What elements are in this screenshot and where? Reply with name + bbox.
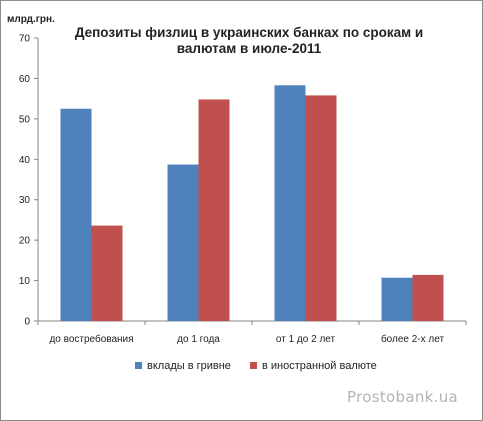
- y-tick-label-3: 30: [19, 195, 31, 206]
- bar-series-1-category-1: [198, 99, 230, 321]
- x-tick-label-2: от 1 до 2 лет: [276, 334, 336, 345]
- bar-series-0-category-3: [381, 277, 413, 321]
- legend-swatch-0: [135, 362, 142, 369]
- y-axis-label: млрд.грн.: [7, 14, 55, 25]
- x-tick-label-0: до востребования: [49, 333, 133, 345]
- y-tick-label-7: 70: [19, 34, 31, 45]
- bar-series-1-category-0: [91, 225, 123, 321]
- bar-series-0-category-1: [167, 164, 199, 321]
- watermark: Prostobank.ua: [347, 388, 458, 406]
- y-tick-label-5: 50: [19, 114, 31, 125]
- y-tick-label-0: 0: [24, 317, 30, 328]
- y-tick-label-2: 20: [19, 236, 31, 247]
- y-tick-label-6: 60: [19, 74, 31, 85]
- bar-series-1-category-2: [305, 95, 337, 321]
- bar-series-1-category-3: [412, 274, 444, 321]
- bar-series-0-category-0: [60, 108, 92, 321]
- legend-label-1: в иностранной валюте: [262, 360, 377, 372]
- legend-label-0: вклады в гривне: [147, 360, 231, 372]
- bar-series-0-category-2: [274, 85, 306, 322]
- chart-title-line-1: Депозиты физлиц в украинских банках по с…: [75, 25, 423, 40]
- x-tick-label-1: до 1 года: [177, 334, 220, 345]
- y-tick-label-1: 10: [19, 276, 31, 287]
- legend: вклады в гривне в иностранной валюте: [135, 360, 377, 372]
- bars: [60, 85, 444, 322]
- x-tick-label-3: более 2-х лет: [381, 333, 445, 345]
- legend-swatch-1: [250, 362, 257, 369]
- y-tick-label-4: 40: [19, 155, 31, 166]
- chart-title-line-2: валютам в июле-2011: [177, 41, 322, 56]
